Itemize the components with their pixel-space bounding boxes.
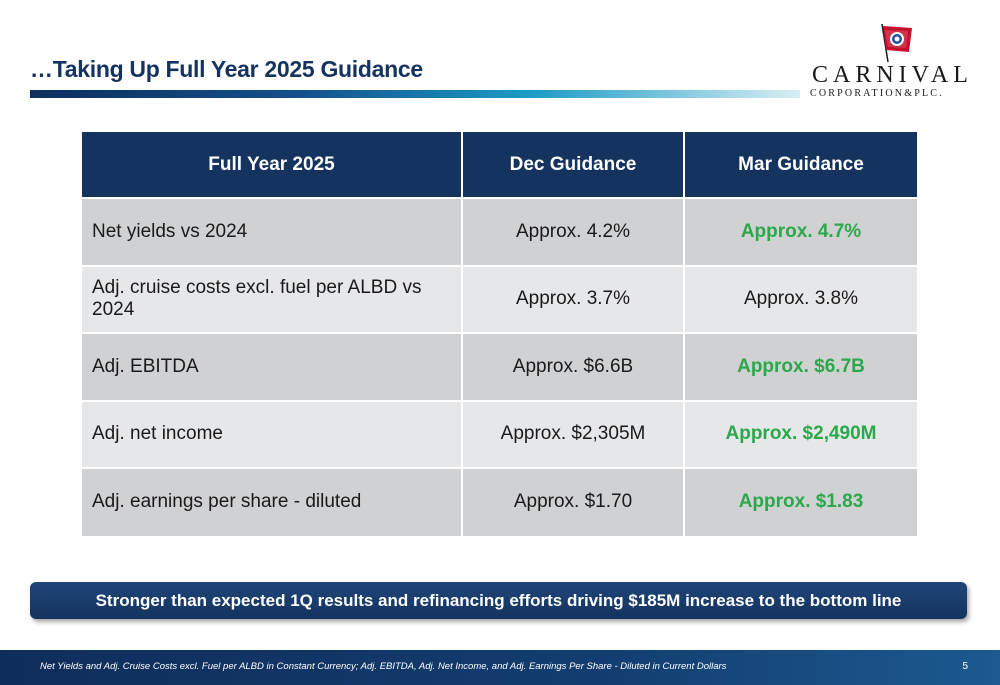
dec-guidance-cell: Approx. 4.2%	[462, 197, 685, 266]
guidance-table: Full Year 2025 Dec Guidance Mar Guidance…	[82, 132, 917, 536]
title-underline	[30, 90, 800, 98]
slide-title: …Taking Up Full Year 2025 Guidance	[30, 56, 423, 82]
footer-bar: Net Yields and Adj. Cruise Costs excl. F…	[0, 650, 1000, 685]
mar-guidance-cell: Approx. 4.7%	[684, 197, 917, 266]
logo-subtitle: CORPORATION&PLC.	[810, 88, 944, 99]
metric-cell: Adj. earnings per share - diluted	[82, 467, 463, 536]
mar-guidance-cell: Approx. $6.7B	[684, 332, 917, 401]
table-row: Adj. cruise costs excl. fuel per ALBD vs…	[82, 264, 917, 333]
header-dec-guidance: Dec Guidance	[462, 132, 685, 198]
mar-guidance-cell: Approx. $2,490M	[684, 399, 917, 468]
callout-text: Stronger than expected 1Q results and re…	[95, 590, 902, 610]
dec-guidance-cell: Approx. 3.7%	[462, 264, 685, 333]
metric-cell: Adj. cruise costs excl. fuel per ALBD vs…	[82, 264, 463, 333]
table-row: Adj. earnings per share - diluted Approx…	[82, 467, 917, 536]
dec-guidance-cell: Approx. $2,305M	[462, 399, 685, 468]
callout-banner: Stronger than expected 1Q results and re…	[30, 582, 967, 619]
table-row: Net yields vs 2024 Approx. 4.2% Approx. …	[82, 197, 917, 266]
logo-wordmark: CARNIVAL	[812, 62, 973, 88]
footnote: Net Yields and Adj. Cruise Costs excl. F…	[40, 661, 727, 672]
metric-cell: Adj. net income	[82, 399, 463, 468]
carnival-logo: CARNIVAL CORPORATION&PLC.	[806, 20, 976, 100]
table-header-row: Full Year 2025 Dec Guidance Mar Guidance	[82, 132, 917, 198]
header-full-year: Full Year 2025	[82, 132, 463, 198]
metric-cell: Net yields vs 2024	[82, 197, 463, 266]
header-mar-guidance: Mar Guidance	[684, 132, 917, 198]
page-number: 5	[962, 661, 968, 672]
metric-cell: Adj. EBITDA	[82, 332, 463, 401]
table-row: Adj. net income Approx. $2,305M Approx. …	[82, 399, 917, 468]
dec-guidance-cell: Approx. $1.70	[462, 467, 685, 536]
dec-guidance-cell: Approx. $6.6B	[462, 332, 685, 401]
mar-guidance-cell: Approx. $1.83	[684, 467, 917, 536]
table-row: Adj. EBITDA Approx. $6.6B Approx. $6.7B	[82, 332, 917, 401]
mar-guidance-cell: Approx. 3.8%	[684, 264, 917, 333]
funnel-flag-icon	[881, 23, 912, 63]
